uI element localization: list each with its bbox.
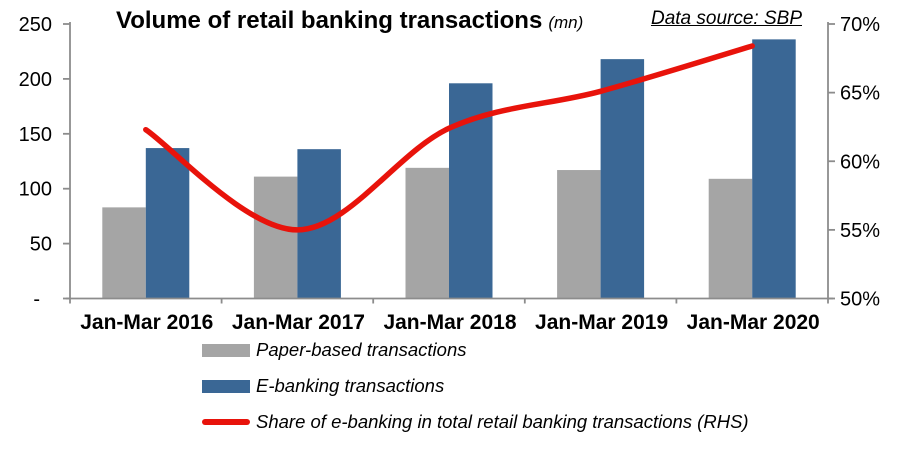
paper-bar-2017 <box>253 176 298 299</box>
paper-bar-2019 <box>557 170 601 299</box>
left-axis-label: 100 <box>19 179 52 201</box>
right-axis-label: 55% <box>840 220 880 242</box>
ebanking-bar-2020 <box>752 39 796 299</box>
x-axis-label-2018: Jan-Mar 2018 <box>383 311 516 334</box>
x-axis-label-2019: Jan-Mar 2019 <box>535 311 668 334</box>
right-axis-label: 65% <box>840 83 880 105</box>
data-source-note: Data source: SBP <box>650 8 802 29</box>
ebanking-swatch-icon <box>202 379 250 393</box>
legend-label-share-line: Share of e-banking in total retail banki… <box>256 411 749 432</box>
x-axis-label-2020: Jan-Mar 2020 <box>687 311 820 334</box>
ebanking-bar-2019 <box>600 59 645 299</box>
right-axis-label: 60% <box>840 151 880 173</box>
left-axis-label: 200 <box>19 69 52 91</box>
left-axis-label: 250 <box>19 14 52 36</box>
chart-title-text: Volume of retail banking transactions <box>116 7 543 34</box>
left-axis-label: 50 <box>30 234 52 256</box>
right-axis-label: 70% <box>840 14 880 36</box>
legend-item-paper: Paper-based transactions <box>202 332 749 368</box>
paper-bar-2020 <box>708 178 753 299</box>
legend-item-ebanking: E-banking transactions <box>202 368 749 404</box>
share-of-ebanking-line <box>143 43 755 233</box>
left-axis-label: 150 <box>19 124 52 146</box>
legend-label-paper: Paper-based transactions <box>256 339 467 360</box>
paper-swatch-icon <box>202 343 250 357</box>
legend-label-ebanking: E-banking transactions <box>256 375 445 396</box>
ebanking-bar-2016 <box>145 148 190 299</box>
left-axis-label: - <box>33 289 40 311</box>
legend: Paper-based transactions E-banking trans… <box>202 332 749 440</box>
chart-title-unit: (mn) <box>548 13 584 32</box>
paper-bar-2018 <box>405 167 449 299</box>
legend-item-share-line: Share of e-banking in total retail banki… <box>202 404 749 440</box>
share-line-swatch-icon <box>202 419 250 425</box>
paper-bar-2016 <box>102 207 146 299</box>
x-axis-label-2016: Jan-Mar 2016 <box>80 311 213 334</box>
x-axis-label-2017: Jan-Mar 2017 <box>232 311 365 334</box>
chart-title: Volume of retail banking transactions (mn… <box>116 7 583 35</box>
right-axis-label: 50% <box>840 289 880 311</box>
